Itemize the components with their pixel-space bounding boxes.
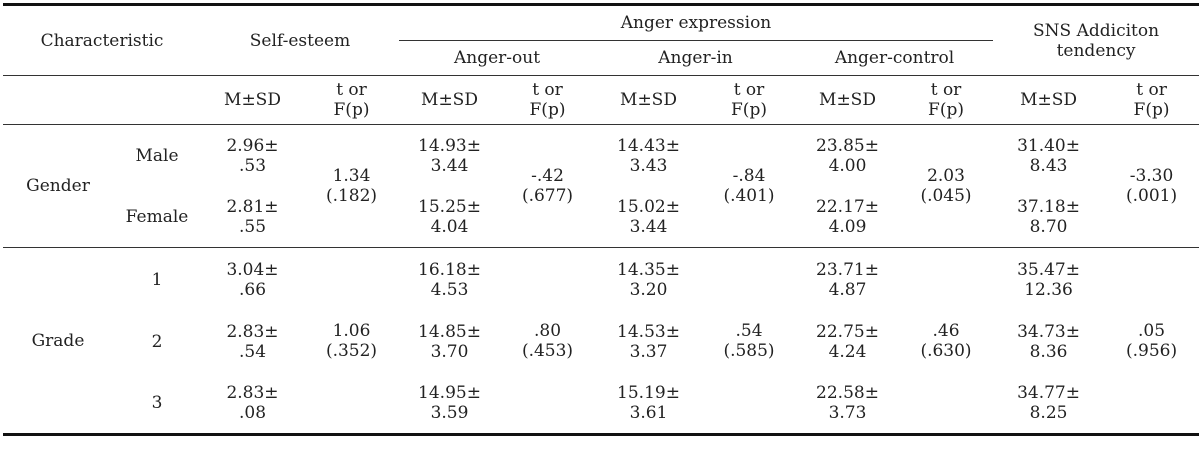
header-msd: M±SD [201, 75, 304, 125]
cell-se-g3: 2.83± .08 [201, 373, 304, 436]
cell-ao-male: 14.93± 3.44 [418, 135, 481, 176]
cell-sns-t-gender: -3.30 (.001) [1104, 124, 1200, 248]
header-msd: M±SD [595, 75, 702, 125]
cell-ac-female: 22.17± 4.09 [796, 186, 899, 248]
cell-ao-f-grade: .80 (.453) [500, 247, 595, 436]
cell-sns-female: 37.18± 8.70 [993, 186, 1105, 248]
gender-female-label: Female [113, 186, 201, 248]
cell-ai-g2: 14.53± 3.37 [617, 322, 680, 362]
header-tf: t or F(p) [500, 75, 595, 125]
header-tf: t or F(p) [304, 75, 399, 125]
cell-sns-g1: 35.47± 12.36 [1017, 259, 1080, 300]
cell-se-female: 2.81± .55 [201, 186, 304, 248]
cell-se-male: 2.96± .53 [226, 135, 279, 176]
grade-3-label: 3 [113, 373, 201, 436]
gender-male-label: Male [135, 145, 179, 166]
header-characteristic: Characteristic [3, 3, 201, 76]
cell-se-g2: 2.83± .54 [226, 322, 279, 362]
header-msd: M±SD [796, 75, 899, 125]
header-blank [3, 75, 201, 125]
cell-ai-male: 14.43± 3.43 [617, 135, 680, 176]
cell-se-t-gender: 1.34 (.182) [304, 124, 399, 248]
header-anger-in: Anger-in [658, 48, 733, 68]
cell-ao-female: 15.25± 4.04 [399, 186, 500, 248]
cell-ao-g1: 16.18± 4.53 [418, 259, 481, 300]
cell-ac-g2: 22.75± 4.24 [816, 322, 879, 362]
cell-ao-g2: 14.85± 3.70 [418, 322, 481, 362]
grade-1-label: 1 [151, 269, 163, 290]
cell-sns-g2: 34.73± 8.36 [1017, 322, 1080, 362]
cell-ac-g3: 22.58± 3.73 [796, 373, 899, 436]
cell-sns-f-grade: .05 (.956) [1104, 247, 1200, 436]
header-tf: t or F(p) [702, 75, 796, 125]
cell-ai-t-gender: -.84 (.401) [702, 124, 796, 248]
cell-sns-male: 31.40± 8.43 [1017, 135, 1080, 176]
cell-ao-g3: 14.95± 3.59 [399, 373, 500, 436]
header-sns: SNS Addiciton tendency [993, 3, 1200, 76]
header-msd: M±SD [993, 75, 1105, 125]
header-anger-expression: Anger expression [399, 3, 994, 41]
header-tf: t or F(p) [899, 75, 994, 125]
cell-ai-f-grade: .54 (.585) [702, 247, 796, 436]
grade-2-label: 2 [151, 332, 163, 352]
header-anger-out: Anger-out [453, 48, 541, 68]
cell-se-g1: 3.04± .66 [226, 259, 279, 300]
gender-label: Gender [3, 124, 113, 248]
cell-ao-t-gender: -.42 (.677) [500, 124, 595, 248]
header-anger-control: Anger-control [834, 48, 955, 68]
cell-ai-g3: 15.19± 3.61 [595, 373, 702, 436]
header-msd: M±SD [399, 75, 500, 125]
cell-ac-f-grade: .46 (.630) [899, 247, 994, 436]
cell-sns-g3: 34.77± 8.25 [993, 373, 1105, 436]
results-table: Characteristic Self-esteem Anger express… [3, 3, 1200, 436]
header-tf: t or F(p) [1104, 75, 1200, 125]
grade-label: Grade [3, 247, 113, 436]
cell-ac-g1: 23.71± 4.87 [816, 259, 879, 300]
header-self-esteem: Self-esteem [201, 3, 399, 76]
cell-ai-g1: 14.35± 3.20 [617, 259, 680, 300]
cell-ac-male: 23.85± 4.00 [816, 135, 879, 176]
cell-ac-t-gender: 2.03 (.045) [899, 124, 994, 248]
cell-ai-female: 15.02± 3.44 [595, 186, 702, 248]
cell-se-f-grade: 1.06 (.352) [304, 247, 399, 436]
